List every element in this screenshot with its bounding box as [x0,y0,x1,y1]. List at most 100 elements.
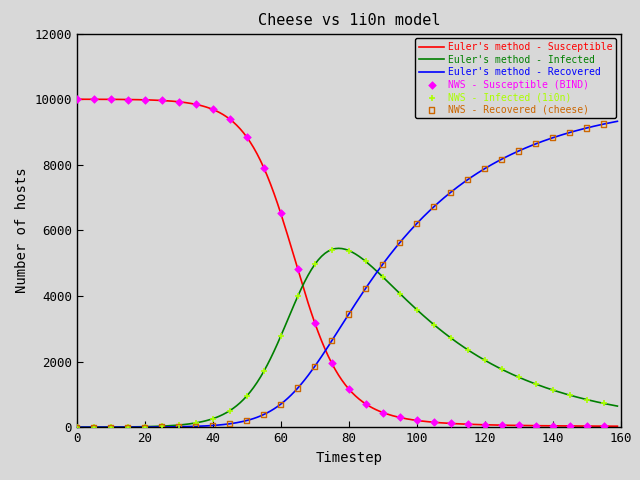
X-axis label: Timestep: Timestep [316,451,382,465]
NWS - Recovered (cheese) [514,147,524,155]
Euler's method - Recovered [515,148,523,154]
NWS - Infected (1i0n) [89,423,99,431]
NWS - Infected (1i0n) [395,290,405,298]
Euler's method - Infected [614,403,621,409]
Line: Euler's method - Infected: Euler's method - Infected [77,248,618,427]
Euler's method - Susceptible [614,423,621,429]
NWS - Susceptible (BIND) [480,421,490,429]
Y-axis label: Number of hosts: Number of hosts [15,168,29,293]
NWS - Infected (1i0n) [191,419,201,427]
Euler's method - Infected [73,424,81,430]
NWS - Susceptible (BIND) [89,96,99,103]
NWS - Recovered (cheese) [157,423,167,431]
NWS - Recovered (cheese) [582,124,592,132]
NWS - Recovered (cheese) [106,423,116,431]
NWS - Susceptible (BIND) [344,385,354,393]
NWS - Infected (1i0n) [259,368,269,375]
NWS - Susceptible (BIND) [361,400,371,408]
Euler's method - Infected [427,319,435,324]
NWS - Susceptible (BIND) [310,319,320,327]
NWS - Recovered (cheese) [531,140,541,148]
NWS - Infected (1i0n) [582,396,592,403]
NWS - Susceptible (BIND) [326,360,337,367]
NWS - Infected (1i0n) [72,423,82,431]
NWS - Susceptible (BIND) [106,96,116,103]
Euler's method - Recovered [182,424,189,430]
NWS - Susceptible (BIND) [463,420,473,428]
NWS - Recovered (cheese) [445,188,456,196]
Euler's method - Susceptible [182,100,189,106]
NWS - Susceptible (BIND) [429,419,439,426]
NWS - Infected (1i0n) [564,391,575,399]
NWS - Infected (1i0n) [480,356,490,364]
NWS - Recovered (cheese) [480,165,490,172]
NWS - Recovered (cheese) [173,423,184,431]
Euler's method - Infected [376,271,383,276]
NWS - Infected (1i0n) [157,422,167,430]
NWS - Recovered (cheese) [361,284,371,292]
NWS - Infected (1i0n) [173,421,184,429]
NWS - Infected (1i0n) [310,261,320,268]
Euler's method - Susceptible [515,422,523,428]
NWS - Infected (1i0n) [445,334,456,342]
NWS - Recovered (cheese) [598,120,609,128]
NWS - Susceptible (BIND) [445,420,456,427]
NWS - Infected (1i0n) [123,423,133,431]
NWS - Susceptible (BIND) [395,414,405,421]
Euler's method - Recovered [226,421,234,427]
NWS - Susceptible (BIND) [157,96,167,104]
NWS - Susceptible (BIND) [582,422,592,430]
Euler's method - Infected [335,245,342,251]
Legend: Euler's method - Susceptible, Euler's method - Infected, Euler's method - Recove: Euler's method - Susceptible, Euler's me… [415,38,616,119]
NWS - Infected (1i0n) [361,258,371,265]
NWS - Susceptible (BIND) [598,422,609,430]
Euler's method - Recovered [614,119,621,124]
NWS - Susceptible (BIND) [123,96,133,103]
NWS - Susceptible (BIND) [140,96,150,104]
NWS - Susceptible (BIND) [531,422,541,430]
NWS - Susceptible (BIND) [412,417,422,424]
Euler's method - Susceptible [226,116,234,122]
NWS - Infected (1i0n) [207,415,218,422]
NWS - Infected (1i0n) [106,423,116,431]
NWS - Infected (1i0n) [548,386,558,394]
NWS - Recovered (cheese) [378,260,388,268]
NWS - Recovered (cheese) [326,337,337,345]
NWS - Recovered (cheese) [259,411,269,419]
NWS - Infected (1i0n) [463,346,473,354]
NWS - Infected (1i0n) [276,332,286,340]
NWS - Infected (1i0n) [531,380,541,388]
NWS - Recovered (cheese) [292,384,303,392]
NWS - Susceptible (BIND) [242,133,252,141]
NWS - Recovered (cheese) [395,239,405,246]
NWS - Infected (1i0n) [598,399,609,407]
Euler's method - Infected [590,398,598,404]
Line: Euler's method - Susceptible: Euler's method - Susceptible [77,99,618,426]
NWS - Susceptible (BIND) [72,96,82,103]
Euler's method - Infected [518,376,526,382]
NWS - Recovered (cheese) [242,417,252,424]
NWS - Infected (1i0n) [225,407,235,415]
NWS - Recovered (cheese) [207,421,218,429]
Euler's method - Susceptible [423,419,431,424]
Line: Euler's method - Recovered: Euler's method - Recovered [77,121,618,427]
NWS - Susceptible (BIND) [276,210,286,217]
NWS - Infected (1i0n) [292,292,303,300]
NWS - Recovered (cheese) [429,203,439,211]
NWS - Infected (1i0n) [326,246,337,253]
NWS - Recovered (cheese) [412,220,422,228]
Euler's method - Recovered [372,271,380,276]
Euler's method - Infected [226,408,234,414]
NWS - Recovered (cheese) [344,310,354,318]
NWS - Infected (1i0n) [242,392,252,400]
Title: Cheese vs 1i0n model: Cheese vs 1i0n model [257,13,440,28]
NWS - Recovered (cheese) [497,155,507,163]
Euler's method - Susceptible [73,96,81,102]
NWS - Recovered (cheese) [123,423,133,431]
NWS - Infected (1i0n) [140,423,150,431]
NWS - Susceptible (BIND) [497,421,507,429]
NWS - Recovered (cheese) [140,423,150,431]
NWS - Susceptible (BIND) [191,100,201,108]
Euler's method - Recovered [73,424,81,430]
NWS - Infected (1i0n) [429,321,439,328]
